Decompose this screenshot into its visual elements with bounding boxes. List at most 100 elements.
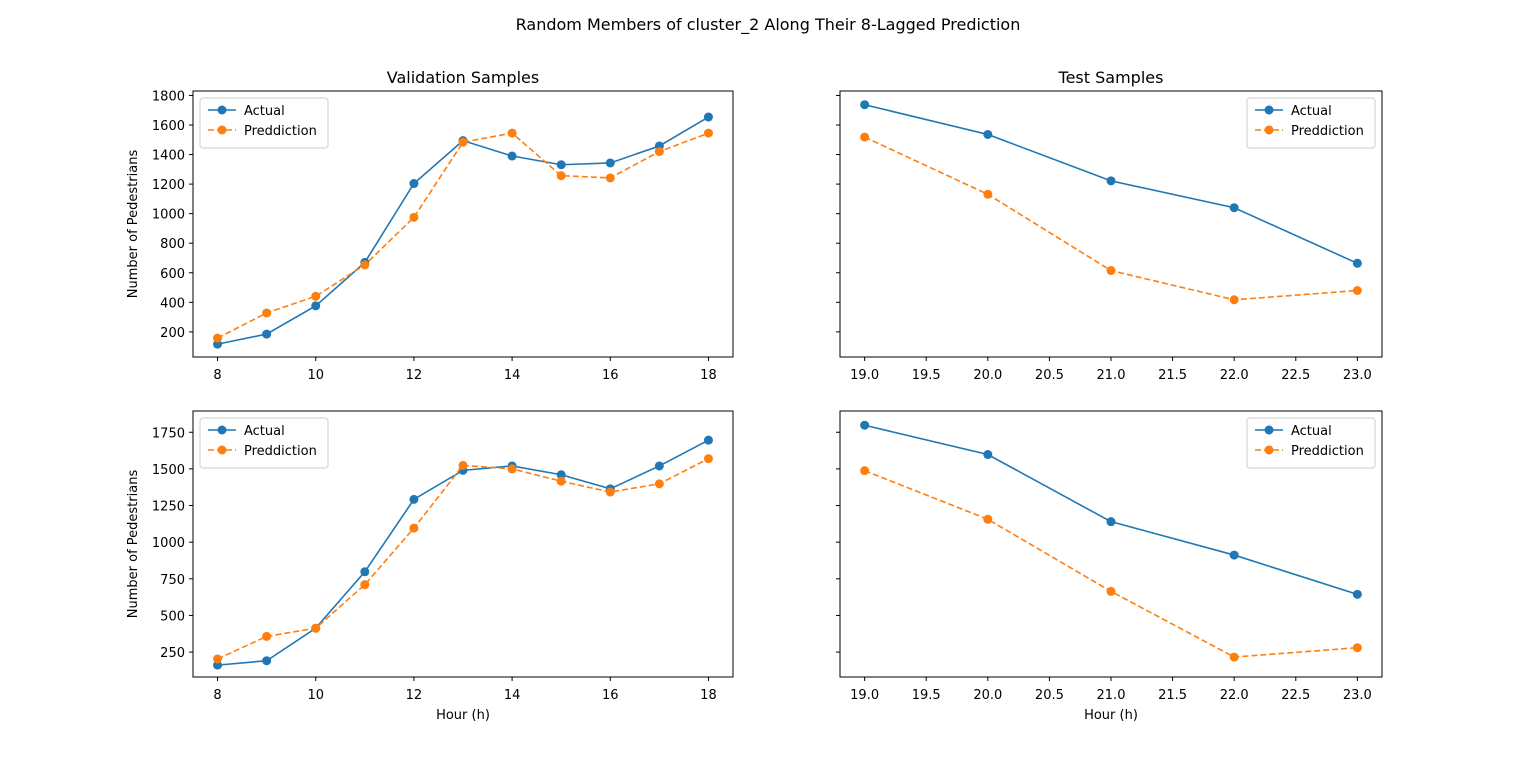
data-point-preddiction	[213, 654, 223, 664]
data-point-preddiction	[860, 132, 870, 142]
x-tick-label: 14	[504, 688, 521, 703]
y-tick-label: 500	[160, 609, 185, 624]
data-point-preddiction	[458, 137, 468, 147]
data-point-preddiction	[458, 460, 468, 470]
y-tick-label: 250	[160, 646, 185, 661]
series-line-preddiction	[217, 457, 709, 660]
x-tick-label: 22.5	[1281, 688, 1310, 703]
data-point-actual	[605, 158, 615, 168]
y-tick-label: 1000	[152, 536, 185, 551]
legend: Actual Preddiction	[199, 97, 329, 149]
x-tick-label: 10	[307, 688, 324, 703]
legend-marker-actual	[217, 425, 227, 435]
data-point-actual	[860, 420, 870, 430]
y-tick-label: 1500	[152, 463, 185, 478]
data-point-preddiction	[605, 173, 615, 183]
data-point-actual	[262, 656, 272, 666]
legend-marker-actual	[1264, 105, 1274, 115]
data-point-preddiction	[507, 464, 517, 474]
x-tick-label: 21.5	[1158, 688, 1187, 703]
x-axis-label: Hour (h)	[436, 708, 490, 723]
legend-label-preddiction: Preddiction	[1291, 444, 1364, 459]
legend-marker-actual	[1264, 425, 1274, 435]
data-point-preddiction	[1106, 586, 1116, 596]
figure-title: Random Members of cluster_2 Along Their …	[516, 15, 1021, 35]
x-tick-label: 8	[213, 368, 221, 383]
x-tick-label: 10	[307, 368, 324, 383]
legend-marker-preddiction	[1264, 125, 1274, 135]
legend-marker-preddiction	[217, 125, 227, 135]
data-point-preddiction	[311, 623, 321, 633]
data-point-preddiction	[1106, 266, 1116, 276]
x-tick-label: 23.0	[1343, 688, 1372, 703]
data-point-actual	[507, 151, 517, 161]
data-point-preddiction	[1229, 652, 1239, 662]
data-point-preddiction	[213, 333, 223, 343]
legend-marker-preddiction	[1264, 445, 1274, 455]
subplot-4: 19.0 19.5 20.0 20.5 21.0 21.5 22.0 22.5 23.0 Hour…	[836, 410, 1383, 723]
legend-marker-actual	[217, 105, 227, 115]
data-point-preddiction	[703, 454, 713, 464]
axes-frame	[192, 410, 734, 678]
legend-label-actual: Actual	[244, 424, 285, 439]
legend-label-actual: Actual	[1291, 104, 1332, 119]
x-tick-label: 12	[406, 688, 423, 703]
y-tick-label: 400	[160, 296, 185, 311]
data-point-actual	[1106, 517, 1116, 527]
legend: Actual Preddiction	[1246, 97, 1376, 149]
data-point-preddiction	[360, 580, 370, 590]
data-point-preddiction	[409, 523, 419, 533]
data-point-preddiction	[605, 487, 615, 497]
data-point-preddiction	[360, 260, 370, 270]
data-point-actual	[1352, 589, 1362, 599]
legend-label-actual: Actual	[1291, 424, 1332, 439]
x-tick-label: 18	[700, 368, 717, 383]
x-tick-label: 19.5	[912, 688, 941, 703]
data-point-actual	[654, 461, 664, 471]
data-point-actual	[262, 329, 272, 339]
x-tick-label: 18	[700, 688, 717, 703]
x-axis-label: Hour (h)	[1084, 708, 1138, 723]
data-point-preddiction	[983, 189, 993, 199]
x-tick-label: 23.0	[1343, 368, 1372, 383]
data-point-preddiction	[703, 128, 713, 138]
x-tick-label: 8	[213, 688, 221, 703]
axes-frame	[192, 90, 734, 358]
y-tick-label: 750	[160, 573, 185, 588]
subplot-title: Validation Samples	[387, 68, 539, 87]
data-point-actual	[409, 494, 419, 504]
legend-label-preddiction: Preddiction	[244, 124, 317, 139]
y-tick-label: 200	[160, 326, 185, 341]
data-point-actual	[556, 470, 566, 480]
y-tick-label: 1600	[152, 119, 185, 134]
data-point-actual	[556, 160, 566, 170]
data-point-actual	[360, 567, 370, 577]
legend: Actual Preddiction	[1246, 417, 1376, 469]
data-point-preddiction	[1352, 286, 1362, 295]
x-tick-label: 19.0	[850, 688, 879, 703]
x-tick-label: 19.5	[912, 368, 941, 383]
legend-marker-preddiction	[217, 445, 227, 455]
x-tick-label: 20.5	[1035, 368, 1064, 383]
x-tick-label: 21.0	[1097, 368, 1126, 383]
data-point-preddiction	[556, 476, 566, 486]
x-tick-label: 14	[504, 368, 521, 383]
y-tick-label: 1400	[152, 149, 185, 164]
data-point-actual	[983, 450, 993, 460]
legend: Actual Preddiction	[199, 417, 329, 469]
data-point-preddiction	[1229, 295, 1239, 305]
legend-label-preddiction: Preddiction	[244, 444, 317, 459]
data-point-actual	[1229, 203, 1239, 213]
subplot-2: Test Samples 19.0 19.5 20.0 20.5 21.0 21.5 22.0…	[836, 68, 1383, 383]
y-tick-label: 600	[160, 267, 185, 282]
y-tick-label: 1800	[152, 89, 185, 104]
data-point-actual	[860, 100, 870, 110]
legend-label-preddiction: Preddiction	[1291, 124, 1364, 139]
data-point-preddiction	[262, 631, 272, 641]
data-point-preddiction	[1352, 643, 1362, 653]
x-tick-label: 19.0	[850, 368, 879, 383]
data-point-preddiction	[654, 147, 664, 157]
x-tick-label: 21.0	[1097, 688, 1126, 703]
x-tick-label: 20.0	[973, 368, 1002, 383]
